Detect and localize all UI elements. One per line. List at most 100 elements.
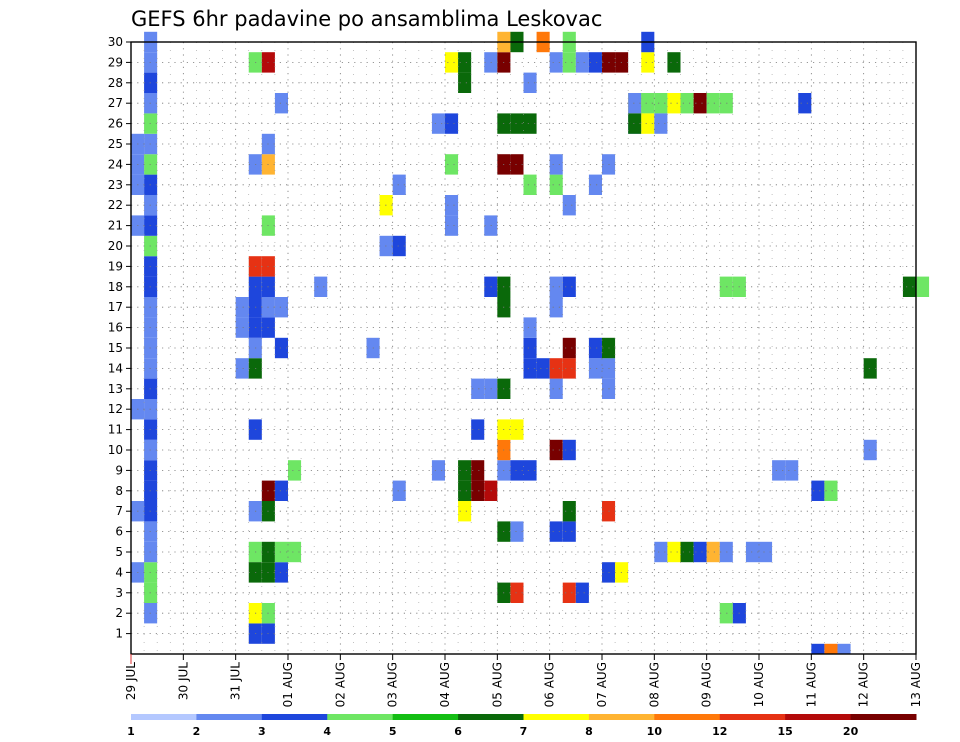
x-tick-label: 04 AUG (438, 662, 452, 707)
heatmap-cell (510, 521, 524, 542)
heatmap-cell (837, 643, 851, 654)
heatmap-cell (667, 52, 681, 73)
heatmap-cell (863, 439, 877, 461)
colorbar-label: 1 (127, 725, 135, 738)
y-tick-label: 30 (108, 35, 123, 49)
heatmap-cell (824, 643, 838, 654)
colorbar-label: 3 (258, 725, 266, 738)
colorbar-swatch (196, 714, 263, 720)
y-tick-label: 4 (115, 565, 123, 579)
heatmap-cell (654, 113, 668, 134)
heatmap-cell (916, 276, 930, 297)
colorbar-swatch (392, 714, 459, 720)
heatmap-cell (745, 541, 759, 563)
heatmap-cell (274, 562, 288, 583)
colorbar-swatch (719, 714, 786, 720)
heatmap-cell (274, 93, 288, 114)
heatmap-cell (706, 93, 720, 114)
y-tick-label: 3 (115, 586, 123, 600)
x-tick-label: 31 JUL (229, 662, 243, 700)
colorbar-swatch (785, 714, 852, 720)
y-tick-label: 12 (108, 402, 123, 416)
colorbar-swatch (654, 714, 721, 720)
heatmap-cell (392, 174, 406, 195)
x-tick-label: 30 JUL (176, 662, 190, 700)
y-tick-label: 20 (108, 239, 123, 253)
heatmap-cells (131, 31, 930, 654)
x-tick-label: 12 AUG (857, 662, 871, 707)
heatmap-cell (431, 113, 445, 134)
heatmap-cell (654, 541, 668, 563)
x-tick-label: 29 JUL (124, 662, 138, 700)
heatmap-cell (549, 174, 563, 195)
heatmap-cell (680, 93, 694, 114)
heatmap-cell (445, 215, 459, 236)
heatmap-cell (458, 52, 472, 73)
heatmap-cell (562, 521, 576, 542)
y-tick-label: 2 (115, 606, 123, 620)
heatmap-cell (392, 235, 406, 257)
heatmap-cell (562, 439, 576, 461)
heatmap-cell (510, 460, 524, 481)
heatmap-cell (445, 52, 459, 73)
y-tick-label: 28 (108, 76, 123, 90)
heatmap-cell (641, 113, 655, 134)
x-tick-label: 03 AUG (386, 662, 400, 707)
heatmap-cell (562, 276, 576, 297)
heatmap-cell (523, 460, 537, 481)
y-axis: 1234567891011121314151617181920212223242… (108, 35, 131, 641)
heatmap-cell (575, 582, 589, 603)
heatmap-cell (471, 480, 485, 501)
x-axis: 29 JUL 30 JUL 31 JUL 01 AUG 02 AUG 03 AUG 04 A… (124, 654, 923, 707)
y-tick-label: 18 (108, 280, 123, 294)
x-tick-label: 09 AUG (700, 662, 714, 707)
heatmap-cell (523, 317, 537, 338)
heatmap-cell (288, 460, 302, 481)
heatmap-cell (562, 52, 576, 73)
heatmap-cell (785, 460, 799, 481)
heatmap-cell (667, 541, 681, 563)
heatmap-cell (471, 378, 485, 399)
heatmap-cell (471, 419, 485, 440)
x-tick-label: 10 AUG (752, 662, 766, 707)
heatmap-cell (549, 52, 563, 73)
colorbar: 1 2 3 4 5 6 7 8 10 12 15 20 (127, 714, 917, 738)
colorbar-swatch (850, 714, 917, 720)
heatmap-cell (798, 93, 812, 114)
y-tick-label: 1 (115, 627, 123, 641)
y-tick-label: 17 (108, 300, 123, 314)
heatmap-cell (235, 317, 249, 338)
heatmap-cell (902, 276, 916, 297)
colorbar-swatch (327, 714, 394, 720)
y-tick-label: 26 (108, 117, 123, 131)
x-tick-label: 06 AUG (543, 662, 557, 707)
heatmap-cell (549, 297, 563, 318)
colorbar-label: 4 (323, 725, 331, 738)
heatmap-cell (824, 480, 838, 501)
heatmap-cell (523, 72, 537, 93)
x-tick-label: 11 AUG (804, 662, 818, 707)
heatmap-cell (445, 195, 459, 216)
heatmap-cell (458, 501, 472, 522)
heatmap-cell (588, 337, 602, 359)
gridlines (131, 41, 916, 654)
heatmap-cell (392, 480, 406, 501)
y-tick-label: 8 (115, 484, 123, 498)
colorbar-label: 10 (647, 725, 663, 738)
heatmap-cell (235, 297, 249, 318)
heatmap-cell (562, 501, 576, 522)
heatmap-cell (274, 480, 288, 501)
y-tick-label: 13 (108, 382, 123, 396)
heatmap-cell (510, 582, 524, 603)
y-tick-label: 29 (108, 55, 123, 69)
heatmap-cell (811, 643, 825, 654)
heatmap-cell (549, 439, 563, 461)
colorbar-label: 7 (520, 725, 528, 738)
y-tick-label: 22 (108, 198, 123, 212)
y-tick-label: 19 (108, 259, 123, 273)
heatmap-cell (536, 358, 550, 379)
heatmap-cell (680, 541, 694, 563)
heatmap-cell (445, 154, 459, 175)
colorbar-label: 8 (585, 725, 593, 738)
y-tick-label: 11 (108, 423, 123, 437)
